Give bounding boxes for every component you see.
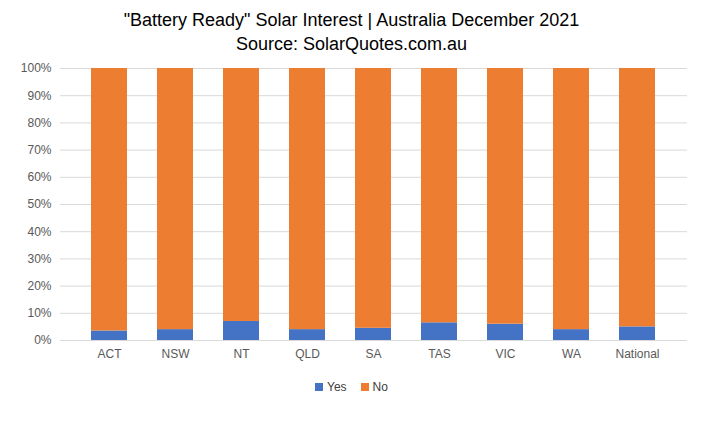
svg-text:VIC: VIC	[495, 347, 515, 361]
svg-text:SA: SA	[365, 347, 381, 361]
svg-text:National: National	[615, 347, 659, 361]
svg-text:0%: 0%	[34, 333, 52, 347]
svg-text:20%: 20%	[27, 279, 51, 293]
svg-text:WA: WA	[562, 347, 581, 361]
svg-text:40%: 40%	[27, 225, 51, 239]
svg-text:10%: 10%	[27, 306, 51, 320]
svg-text:60%: 60%	[27, 170, 51, 184]
svg-text:NT: NT	[234, 347, 251, 361]
svg-text:70%: 70%	[27, 143, 51, 157]
html-text:Source: SolarQuotes.com.au: Source: SolarQuotes.com.au	[235, 34, 468, 54]
svg-text:100%: 100%	[21, 61, 52, 75]
svg-text:ACT: ACT	[98, 347, 123, 361]
svg-text:QLD: QLD	[295, 347, 320, 361]
svg-text:90%: 90%	[27, 89, 51, 103]
html-text:No: No	[372, 380, 388, 394]
html-text:"Battery Ready" Solar Interest: "Battery Ready" Solar Interest | Austral…	[123, 10, 580, 30]
svg-text:80%: 80%	[27, 116, 51, 130]
svg-text:50%: 50%	[27, 197, 51, 211]
svg-text:30%: 30%	[27, 252, 51, 266]
svg-text:NSW: NSW	[162, 347, 191, 361]
html-text:Yes: Yes	[327, 380, 347, 394]
svg-text:TAS: TAS	[428, 347, 450, 361]
